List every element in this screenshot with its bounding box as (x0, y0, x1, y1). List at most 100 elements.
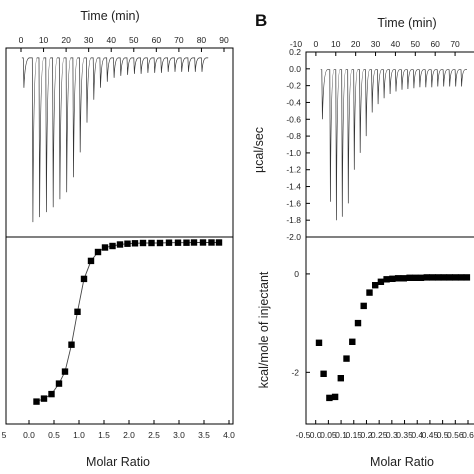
panel-a-bottom-xtick-label: 0.5 (48, 430, 60, 440)
panel-b-bottom-point (394, 275, 402, 282)
panel-b-bottom-point (331, 393, 339, 401)
panel-b-top-ytick-label: -0.8 (286, 131, 301, 141)
panel-b-bottom-xtick-label: 0.3 (386, 430, 398, 440)
panel-b-top-ytick-label: -1.2 (286, 165, 301, 175)
panel-b-bottom-point (440, 274, 448, 281)
panel-b-top-xtick-label: 20 (351, 39, 361, 49)
panel-a-bottom-point (116, 241, 124, 248)
panel-b-bottom-point (360, 302, 367, 310)
panel-a-top-xtick-label: 0 (19, 35, 24, 45)
panel-a-bottom-xtick-label: 0.0 (23, 430, 35, 440)
panel-a-top-xtick-label: 90 (219, 35, 229, 45)
panel-b-top-ytick-label: -0.6 (286, 114, 301, 124)
panel-b-bottom-point (372, 282, 379, 289)
panel-a-bottom-point (165, 239, 173, 246)
panel-b-bottom-point (463, 274, 471, 281)
panel-a-bottom-point (199, 239, 207, 246)
panel-b-top-xtick-label: 10 (331, 39, 341, 49)
panel-b-top-ytick-label: -1.6 (286, 198, 301, 208)
panel-b-top-plot: -10 0 10 20 30 40 50 60 70 0.2 0.0 -0.2 -0.4 -0.6 -0.8… (286, 39, 467, 242)
panel-a-top-xtick-label: 30 (84, 35, 94, 45)
panel-a-bottom-xtick-label: 2.0 (123, 430, 135, 440)
panel-a-bottom-xtick-label: 3.5 (198, 430, 210, 440)
panel-a-bottom-xtick-label: 1.5 (98, 430, 110, 440)
panel-b-bottom-point (349, 338, 356, 345)
panel-b-top-xtick-label: 30 (371, 39, 381, 49)
panel-a-top-xtick-label: 80 (197, 35, 207, 45)
panel-b-bottom-point (389, 275, 396, 282)
panel-b-top-ytick-label: 0.0 (289, 64, 301, 74)
panel-a-bottom-frame (5, 236, 234, 425)
panel-a-top-xlabel: Time (min) (80, 9, 139, 23)
panel-b-bottom-point (400, 275, 407, 282)
panel-b-top-ylabel: µcal/sec (252, 127, 266, 173)
panel-b-bottom-ylabel: kcal/mole of injectant (257, 271, 271, 388)
panel-b-bottom-point (320, 370, 327, 377)
panel-a-bottom-point (148, 239, 155, 247)
panel-b-bottom-xtick-label: 0.2 (361, 430, 373, 440)
panel-a-top-xtick-label: 60 (152, 35, 162, 45)
panel-a-top-xtick-label: 20 (61, 35, 71, 45)
panel-b-top-xtick-label: 70 (450, 39, 460, 49)
panel-b-bottom-point (457, 274, 465, 281)
panel-b-top-xtick-label: 0 (314, 39, 319, 49)
panel-a-top-plot: 0 10 20 30 40 50 60 70 80 90 (19, 35, 229, 223)
panel-a-bottom-point (94, 248, 102, 256)
panel-a-bottom-point (40, 395, 48, 402)
panel-a-bottom-xtick-label: 3.0 (173, 430, 185, 440)
panel-a-bottom-fit-curve (36, 242, 219, 403)
panel-b-top-ytick-label: -0.4 (286, 97, 301, 107)
panel-b-bottom-ytick-label: 0 (294, 269, 299, 279)
panel-a-bottom-point (183, 239, 190, 246)
panel-b-bottom-point (423, 274, 430, 281)
panel-b-bottom-xtick-label: 0.0 (310, 430, 322, 440)
panel-b-bottom-point (406, 274, 413, 281)
panel-b-top-ytick-label: -1.8 (286, 215, 301, 225)
panel-a-bottom-point (124, 240, 131, 247)
panel-a-bottom-point (139, 239, 147, 247)
panel-a-bottom-point (215, 239, 223, 246)
panel-b-bottom-point (383, 276, 390, 283)
panel-b-top-xtick-label: 50 (411, 39, 421, 49)
panel-b-bottom-xtick-label: 0.1 (335, 430, 347, 440)
panel-a-bottom-point (101, 244, 109, 251)
panel-a-bottom-point (55, 380, 63, 387)
panel-b-top-ytick-label: -1.0 (286, 148, 301, 158)
panel-b-bottom-point (326, 394, 333, 402)
panel-b-bottom-point (452, 274, 459, 281)
panel-b-bottom-point (429, 274, 436, 281)
panel-a-top-xtick-label: 50 (129, 35, 139, 45)
panel-a-bottom-point (131, 240, 139, 247)
panel-b-bottom-point (337, 375, 344, 382)
panel-b-top-xlabel: Time (min) (377, 16, 436, 30)
panel-b-bottom-point (377, 278, 385, 285)
panel-b-bottom-frame (305, 236, 474, 425)
panel-a-top-xtick-label: 10 (39, 35, 49, 45)
panel-b-top-xtick-label: 40 (391, 39, 401, 49)
panel-a-bottom-point (61, 368, 69, 375)
panel-a-bottom-point (174, 239, 182, 246)
panel-b-bottom-xtick-label: 0.05 (320, 430, 337, 440)
panel-b-bottom-plot: -0.5 0.00.050.10.150.20.250.30.350.40.450… (291, 269, 474, 440)
panel-b-top-ytick-label: -0.2 (286, 81, 301, 91)
panel-a-bottom-xlabel: Molar Ratio (86, 455, 150, 469)
panel-a-top-trace-line (21, 57, 209, 223)
panel-b-top-ytick-label: 0.2 (289, 47, 301, 57)
panel-b-bottom-xtick-label: 0.15 (345, 430, 362, 440)
panel-a-bottom-point (48, 390, 55, 398)
panel-b-bottom-xtick-label: 0.56 (447, 430, 464, 440)
panel-b-bottom-xlabel: Molar Ratio (370, 455, 434, 469)
panel-letter-b: B (255, 11, 267, 30)
panel-b-bottom-point (343, 355, 350, 362)
panel-a-bottom-point (190, 239, 198, 246)
panel-a-bottom-point (156, 239, 164, 247)
panel-b-bottom-xtick-label: 0.25 (371, 430, 388, 440)
panel-a-bottom-plot: 5 0.0 0.5 1.0 1.5 2.0 2.5 3.0 3.5 4.0 (2, 239, 235, 440)
panel-a-bottom-point (109, 242, 116, 250)
panel-a-bottom-point (68, 341, 75, 348)
panel-b-bottom-xtick-label: 0.4 (411, 430, 423, 440)
panel-b-bottom-ytick-label: -2 (291, 367, 299, 377)
panel-b-bottom-point (412, 274, 419, 281)
panel-b-bottom-xtick-label: -0.5 (296, 430, 311, 440)
panel-a-bottom-point (33, 398, 40, 405)
